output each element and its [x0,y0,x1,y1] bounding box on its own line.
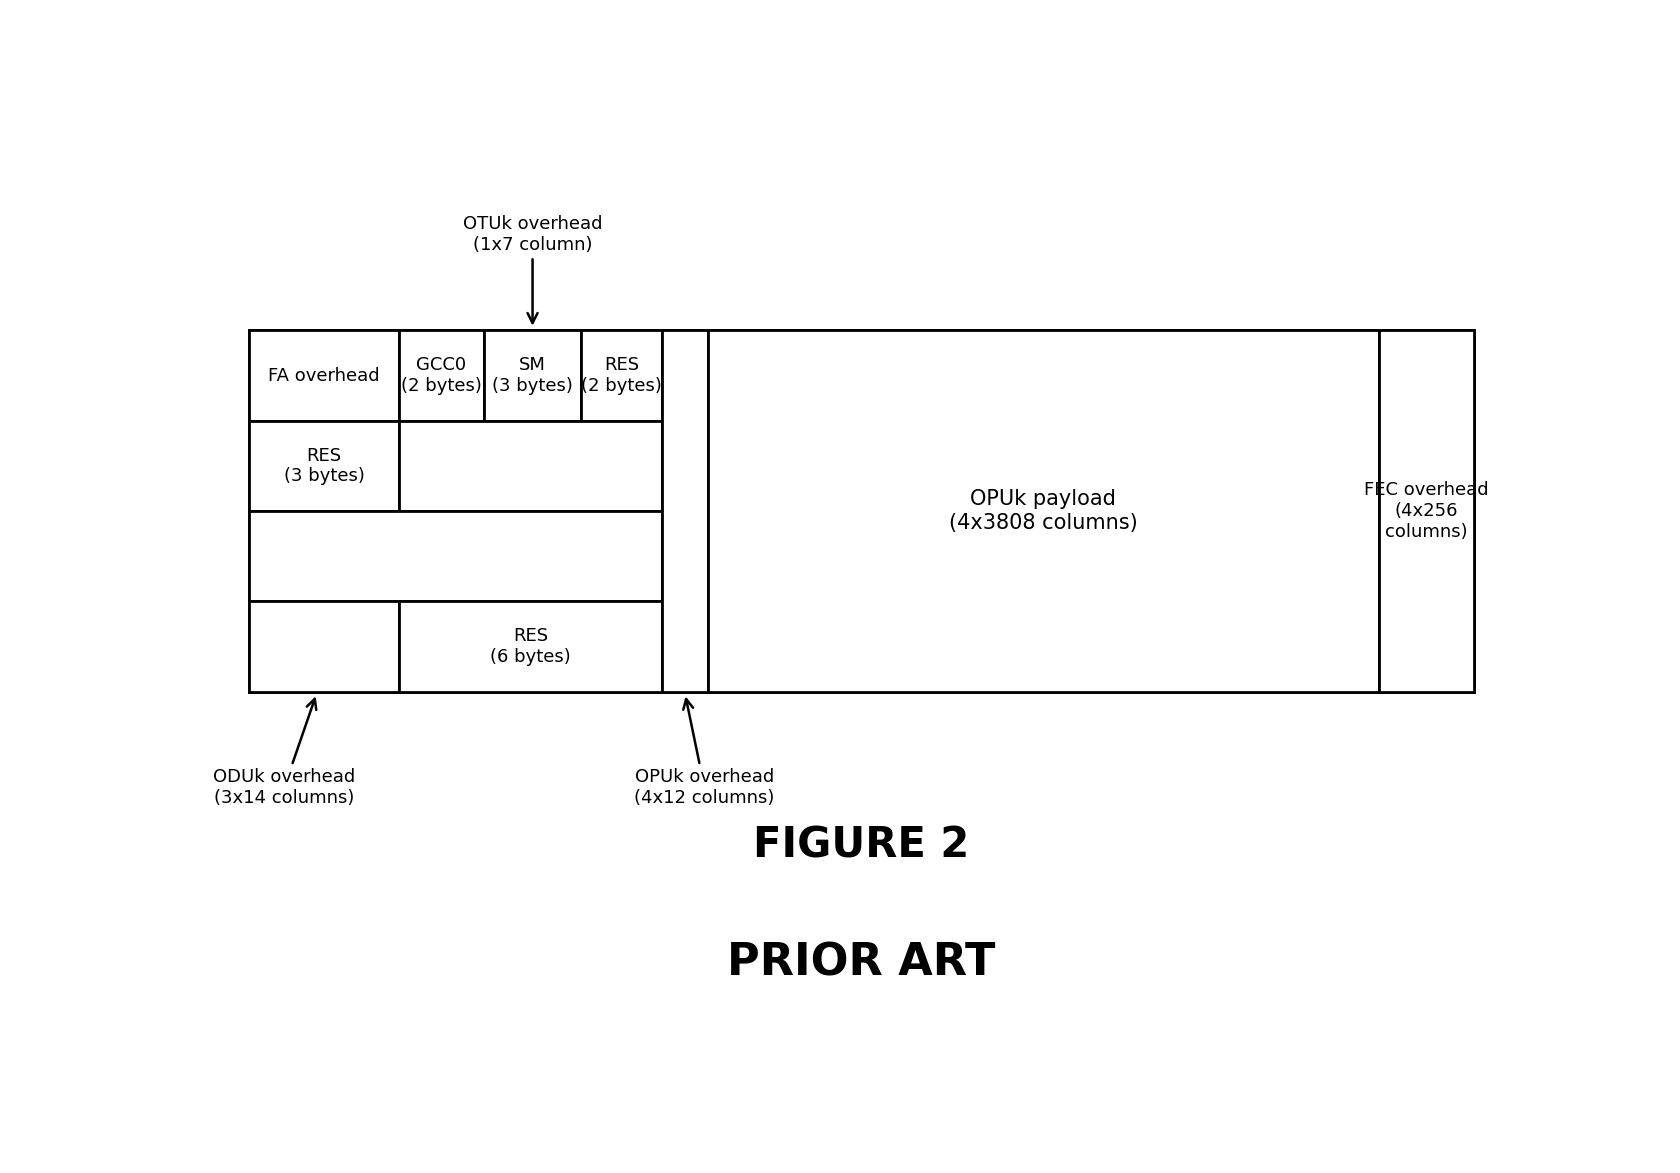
Text: OPUk overhead
(4x12 columns): OPUk overhead (4x12 columns) [633,699,774,807]
Bar [398,331,484,421]
Text: SM
(3 bytes): SM (3 bytes) [492,357,573,395]
Bar [249,331,1473,692]
Bar [249,421,398,511]
Bar [484,331,581,421]
Bar [249,331,398,421]
Bar [398,421,662,511]
Text: RES
(2 bytes): RES (2 bytes) [581,357,662,395]
Bar [581,331,662,421]
Text: FA overhead: FA overhead [269,367,380,385]
Text: PRIOR ART: PRIOR ART [727,941,995,984]
Text: ODUk overhead
(3x14 columns): ODUk overhead (3x14 columns) [213,699,354,807]
Bar [707,331,1378,692]
Bar [662,331,707,692]
Text: RES
(3 bytes): RES (3 bytes) [284,447,365,486]
Text: GCC0
(2 bytes): GCC0 (2 bytes) [402,357,482,395]
Bar [249,602,398,692]
Text: FEC overhead
(4x256
columns): FEC overhead (4x256 columns) [1362,481,1488,541]
Text: RES
(6 bytes): RES (6 bytes) [491,628,571,666]
Text: OPUk payload
(4x3808 columns): OPUk payload (4x3808 columns) [948,489,1137,533]
Bar [398,602,662,692]
Bar [249,511,662,602]
Text: FIGURE 2: FIGURE 2 [753,825,969,867]
Text: OTUk overhead
(1x7 column): OTUk overhead (1x7 column) [462,215,601,323]
Bar [1378,331,1473,692]
